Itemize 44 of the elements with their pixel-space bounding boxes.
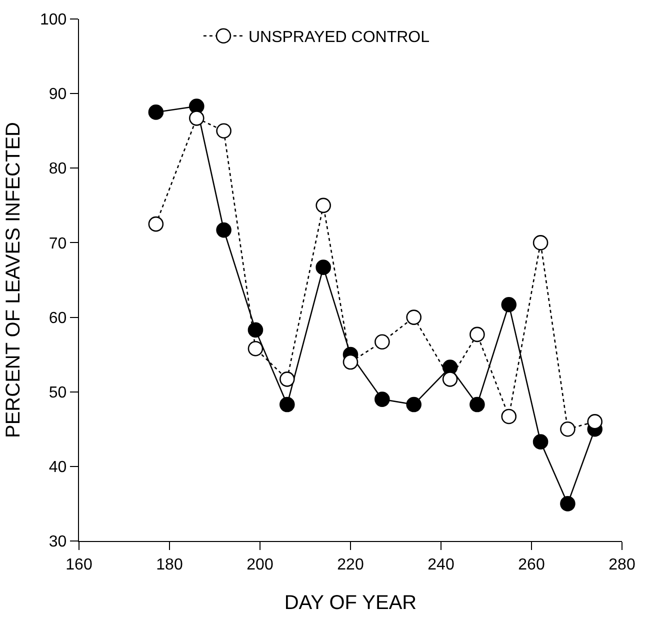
point bbox=[280, 372, 295, 387]
point bbox=[501, 408, 517, 424]
point bbox=[316, 198, 331, 214]
y-tick-label: 90 bbox=[48, 86, 67, 104]
point bbox=[374, 334, 390, 350]
y-tick-label: 100 bbox=[40, 12, 67, 29]
point bbox=[248, 322, 264, 338]
point bbox=[560, 421, 576, 437]
y-tick-label: 60 bbox=[48, 310, 67, 327]
point bbox=[532, 235, 548, 250]
y-tick-label: 50 bbox=[48, 384, 67, 402]
x-tick-label: 280 bbox=[608, 556, 636, 574]
point bbox=[342, 354, 358, 370]
point bbox=[216, 222, 232, 238]
x-tick-label: 240 bbox=[428, 556, 454, 574]
x-tick-label: 220 bbox=[337, 556, 364, 574]
point bbox=[216, 123, 232, 139]
point bbox=[470, 396, 485, 412]
point bbox=[148, 216, 164, 232]
y-tick-label: 30 bbox=[48, 534, 67, 551]
point bbox=[442, 372, 458, 387]
point bbox=[532, 434, 548, 450]
legend-label: UNSPRAYED CONTROL bbox=[248, 29, 430, 46]
y-axis-title: PERCENT OF LEAVES INFECTED bbox=[2, 122, 24, 438]
point bbox=[148, 104, 164, 120]
point bbox=[470, 326, 485, 342]
x-tick-label: 160 bbox=[66, 556, 92, 574]
y-tick-label: 80 bbox=[48, 160, 67, 178]
y-tick-label: 40 bbox=[48, 459, 67, 476]
point bbox=[560, 496, 576, 512]
point bbox=[406, 396, 422, 412]
point bbox=[189, 110, 204, 126]
point bbox=[501, 296, 517, 312]
point bbox=[374, 392, 390, 407]
y-tick-label: 70 bbox=[48, 235, 67, 252]
point bbox=[587, 414, 602, 430]
x-tick-label: 200 bbox=[246, 556, 274, 574]
x-tick-label: 260 bbox=[518, 556, 545, 574]
point bbox=[280, 396, 295, 412]
x-tick-label: 180 bbox=[156, 556, 183, 574]
point bbox=[316, 260, 331, 275]
point bbox=[248, 340, 264, 356]
x-axis-title: DAY OF YEAR bbox=[284, 592, 417, 614]
point bbox=[406, 310, 422, 325]
